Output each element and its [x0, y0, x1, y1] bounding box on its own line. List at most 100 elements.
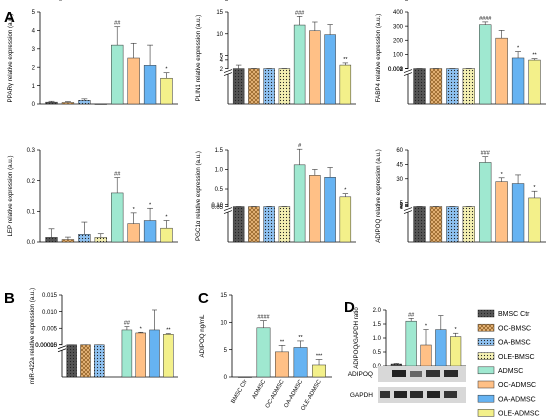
legend-label: OA-ADMSC	[498, 396, 536, 403]
y-axis-label: ADIPOQ relative expression (a.u.)	[375, 149, 382, 243]
bar	[324, 34, 336, 105]
chart-pgc1a: PGC1α relative expression (a.u.) 0.00 0.05…	[195, 0, 356, 243]
bar-hatch	[430, 68, 442, 104]
blot-band-gapdh-0	[380, 391, 390, 398]
bar-hatch	[78, 100, 91, 104]
bar	[511, 183, 525, 243]
legend-label: OA-BMSC	[498, 340, 531, 347]
bar	[339, 196, 352, 243]
bar	[238, 376, 252, 378]
y-tick-label: 0.5	[215, 187, 224, 193]
y-tick-label: 10	[216, 32, 223, 38]
y-tick-label: 0.10	[211, 203, 223, 209]
significance-label: *	[165, 215, 168, 221]
y-tick-label: 300	[393, 24, 404, 30]
y-axis-label: FABP4 relative expression (a.u.)	[375, 14, 382, 103]
blot-band-gapdh-3	[427, 391, 440, 398]
significance-label: ####	[257, 315, 270, 321]
chart-adipoq-elisa: ADIPOQ ng/mL 0 5 10 15 BMSC Ctr #### ADMSC ** OC-…	[199, 293, 332, 412]
significance-label: **	[343, 57, 348, 63]
bar	[293, 164, 306, 243]
bar-hatch	[462, 68, 475, 104]
blot-band-adipoq-1	[392, 370, 406, 377]
axis-break-mark	[403, 207, 413, 211]
y-tick-label: 5	[224, 348, 228, 354]
category-label: ADMSC	[252, 379, 268, 400]
bar-hatch	[66, 344, 77, 377]
y-tick-label: 3	[400, 203, 404, 209]
y-tick-label: 10	[220, 321, 227, 327]
bar	[135, 332, 146, 378]
y-tick-label: 0.005	[42, 326, 58, 332]
y-axis-label: PLIN1 relative expression (a.u.)	[195, 15, 202, 102]
blot-band-adipoq-4	[444, 370, 458, 377]
y-tick-label: 4	[32, 29, 36, 35]
bar	[312, 364, 326, 378]
bar-hatch	[248, 68, 260, 104]
bar	[420, 344, 432, 367]
significance-label: *	[344, 188, 347, 194]
axis-break-mask	[404, 69, 412, 75]
legend-swatch	[477, 409, 495, 417]
y-tick-label: 5	[400, 201, 404, 207]
axis-break-mark	[57, 348, 67, 353]
bar-hatch	[391, 364, 402, 366]
chart-plin1: PLIN1 relative expression (a.u.) 0 2 45 10 15…	[195, 0, 356, 105]
y-axis-label: PPARγ relative expression (a.u.)	[7, 14, 14, 103]
bar-hatch	[45, 237, 58, 242]
y-tick-label: 0	[220, 0, 224, 2]
significance-label: *	[501, 172, 504, 178]
bar	[495, 181, 508, 243]
y-tick-label: 1.5	[373, 322, 382, 328]
significance-label: ###	[295, 10, 305, 16]
axis-break-mark	[57, 345, 67, 350]
y-tick-label: 0.015	[42, 293, 58, 299]
bar-hatch	[278, 206, 290, 242]
significance-label: ##	[124, 321, 131, 327]
bar	[479, 24, 492, 105]
chart-pparg: PPARγ relative expression (a.u.) 0 1 2 3 4 5 ##…	[7, 10, 178, 108]
axis-break-mark	[403, 72, 413, 76]
bar	[149, 329, 160, 378]
significance-label: **	[166, 328, 171, 334]
significance-label: ##	[114, 172, 121, 178]
bar-hatch	[446, 68, 459, 104]
bar-hatch	[233, 206, 245, 242]
significance-label: #	[298, 143, 302, 149]
bar	[121, 329, 133, 378]
bar	[111, 44, 124, 105]
y-axis-label: miR-422a relative expression (a.u.)	[29, 288, 36, 384]
y-tick-label: 0	[224, 375, 228, 381]
chart-fabp4: FABP4 relative expression (a.u.) 0.000 0.0…	[375, 0, 546, 105]
bar	[495, 37, 508, 105]
panel-letter-c: C	[198, 290, 209, 307]
y-tick-label: 5	[32, 10, 36, 16]
axis-break-mark	[223, 69, 233, 73]
legend-label: ADMSC	[498, 368, 523, 375]
y-tick-label: 30	[396, 177, 403, 183]
y-tick-label: 2	[220, 67, 224, 73]
significance-label: *	[425, 324, 428, 330]
bar	[94, 103, 107, 105]
bar-hatch	[78, 234, 91, 242]
chart-mir422a: miR-422a relative expression (a.u.) 0.000…	[29, 0, 178, 384]
bar	[324, 177, 336, 243]
y-tick-label: 2.0	[373, 308, 382, 314]
y-tick-label: 0.5	[373, 350, 382, 356]
bar-hatch	[80, 344, 91, 377]
legend-swatch-hatch	[478, 352, 494, 360]
y-tick-label: 0.00	[211, 0, 223, 2]
panel-letter-d: D	[344, 299, 355, 316]
bar	[143, 220, 157, 243]
western-blot: ADIPOQ GAPDH	[348, 366, 466, 403]
significance-label: *	[533, 185, 536, 191]
significance-label: ###	[481, 151, 491, 157]
category-label: OC-ADMSC	[265, 379, 286, 409]
y-tick-label: 0.001	[388, 67, 404, 73]
bar-hatch	[62, 239, 74, 242]
y-tick-label: 5	[220, 54, 224, 60]
significance-label: ***	[316, 354, 323, 360]
y-tick-label: 0	[32, 102, 36, 108]
category-label: BMSC Ctr	[230, 379, 248, 405]
